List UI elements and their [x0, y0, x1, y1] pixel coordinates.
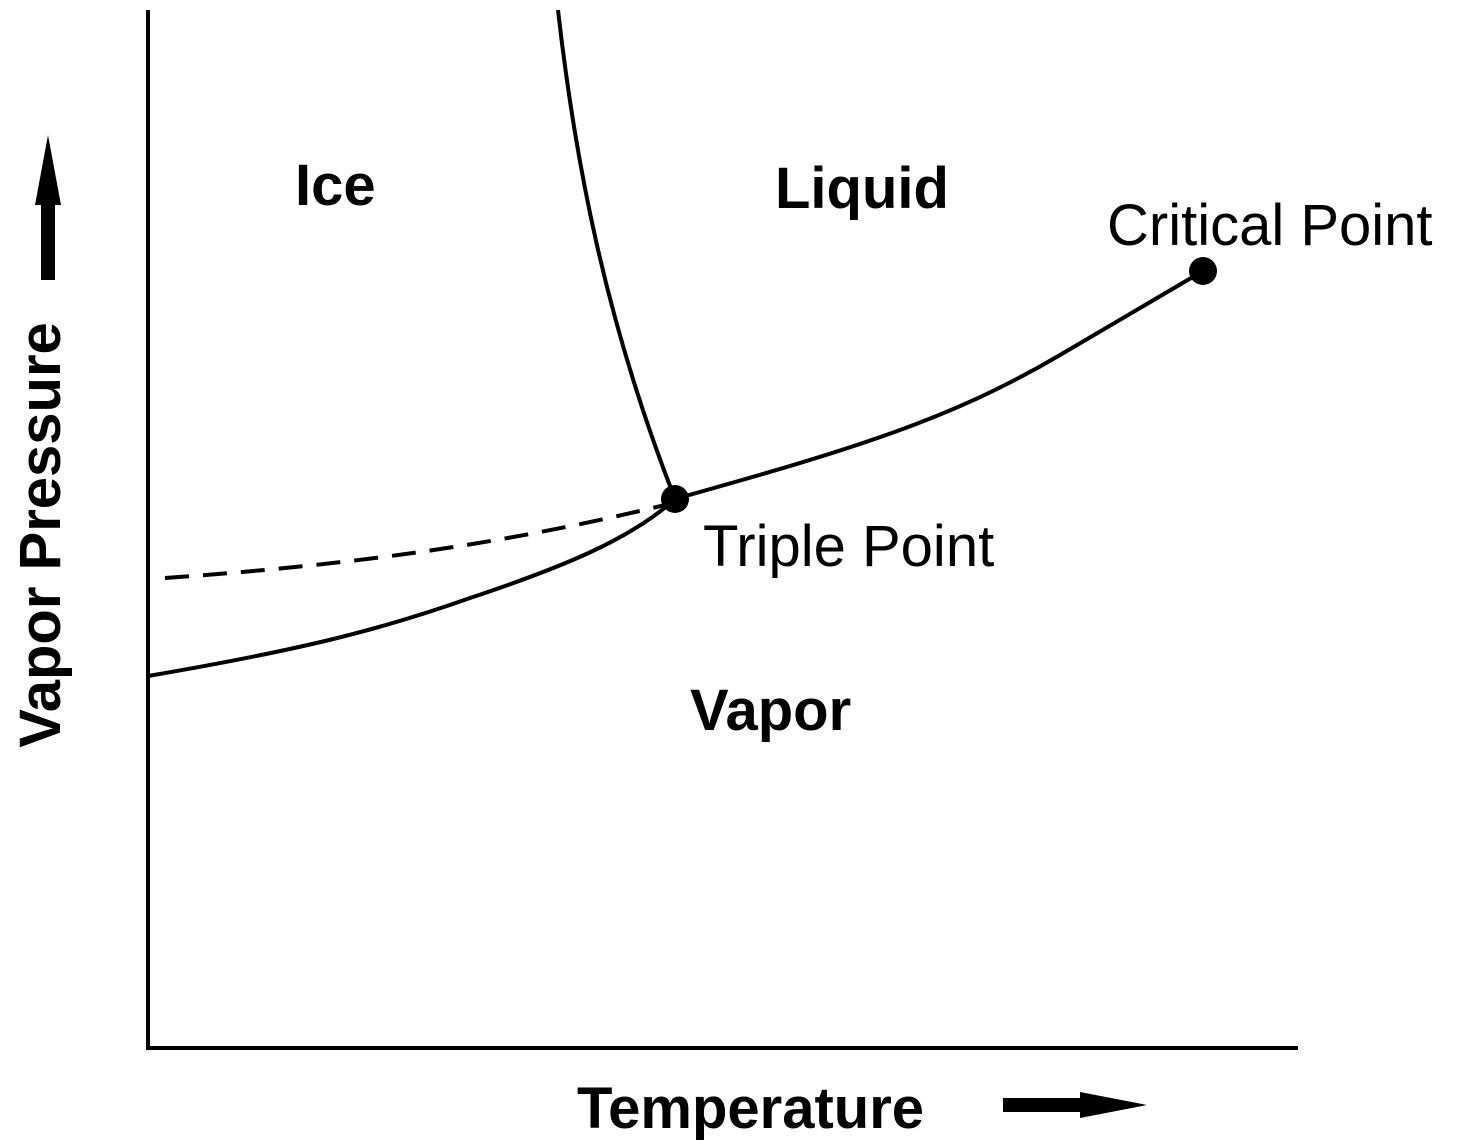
y-axis-arrow — [35, 135, 61, 280]
axes — [146, 10, 1298, 1050]
region-label: Vapor — [690, 678, 851, 743]
point-label: Critical Point — [1107, 193, 1433, 258]
y-axis-label: Vapor Pressure — [8, 322, 73, 748]
critical-point-marker — [1189, 257, 1217, 285]
region-label: Liquid — [775, 156, 949, 221]
point-label: Triple Point — [703, 514, 994, 579]
supercooled-curve — [164, 503, 666, 580]
melting-curve — [556, 9, 677, 500]
x-axis-arrow — [1003, 1092, 1147, 1118]
vaporization-curve — [147, 269, 1205, 678]
region-label: Ice — [295, 153, 376, 218]
triple-point-marker — [661, 485, 689, 513]
x-axis-label: Temperature — [577, 1076, 924, 1141]
